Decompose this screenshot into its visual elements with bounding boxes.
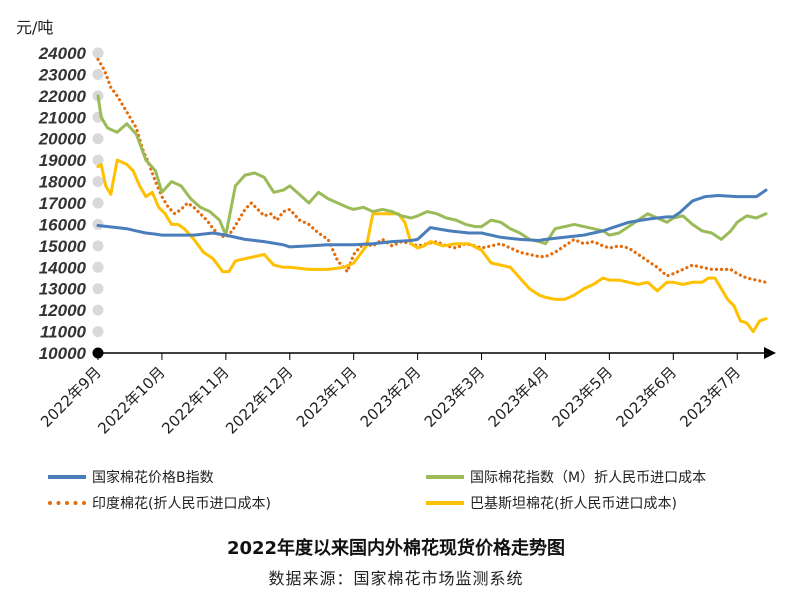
y-tick-dot (92, 133, 104, 145)
chart-legend: 国家棉花价格B指数 国际棉花指数（M）折人民币进口成本 印度棉花(折人民币进口成… (48, 466, 778, 522)
legend-swatch-india (48, 501, 86, 505)
legend-label-b-index: 国家棉花价格B指数 (92, 470, 214, 486)
y-tick-label: 10000 (39, 344, 87, 363)
y-tick-dot (92, 326, 104, 338)
y-tick-label: 12000 (39, 301, 87, 320)
y-tick-label: 17000 (39, 194, 87, 213)
legend-item-india: 印度棉花(折人民币进口成本) (48, 492, 271, 514)
y-axis-unit: 元/吨 (16, 18, 54, 37)
x-tick-label: 2023年5月 (549, 363, 617, 431)
y-tick-dot (92, 68, 104, 80)
series-line-1 (96, 94, 768, 246)
y-tick-label: 13000 (39, 280, 87, 299)
series-line-2 (96, 57, 768, 284)
legend-swatch-m-index (426, 475, 464, 479)
y-tick-dot (92, 240, 104, 252)
series-line-0 (96, 188, 768, 249)
y-axis-tick-dots (92, 47, 104, 359)
y-tick-label: 19000 (39, 151, 87, 170)
x-tick-label: 2023年2月 (357, 363, 425, 431)
y-tick-dot (92, 176, 104, 188)
y-tick-label: 11000 (40, 323, 87, 342)
series-line-3 (96, 158, 768, 334)
x-tick-label: 2023年6月 (612, 363, 680, 431)
legend-label-pakistan: 巴基斯坦棉花(折人民币进口成本) (470, 496, 677, 512)
x-tick-label: 2023年1月 (293, 363, 361, 431)
y-tick-label: 22000 (38, 87, 87, 106)
y-tick-label: 15000 (39, 237, 87, 256)
y-tick-dot (92, 197, 104, 209)
legend-label-india: 印度棉花(折人民币进口成本) (92, 496, 271, 512)
x-axis-tick-labels: 2022年9月2022年10月2022年11月2022年12月2023年1月20… (37, 363, 744, 437)
chart-axes (97, 347, 776, 360)
y-tick-label: 20000 (38, 130, 87, 149)
x-tick-label: 2022年12月 (222, 363, 296, 437)
y-tick-dot (92, 47, 104, 59)
x-tick-label: 2022年11月 (158, 363, 232, 437)
y-tick-label: 16000 (39, 215, 87, 234)
y-tick-dot (92, 261, 104, 273)
x-tick-label: 2022年10月 (94, 363, 168, 437)
chart-title: 2022年度以来国内外棉花现货价格走势图 (226, 538, 566, 559)
y-axis-tick-labels: 10000 11000 12000 13000 14000 15000 16000 17000… (38, 44, 87, 363)
legend-swatch-b-index (48, 475, 86, 479)
legend-item-pakistan: 巴基斯坦棉花(折人民币进口成本) (426, 492, 677, 514)
y-tick-dot (92, 283, 104, 295)
chart-source: 数据来源：国家棉花市场监测系统 (268, 569, 524, 588)
legend-item-m-index: 国际棉花指数（M）折人民币进口成本 (426, 466, 706, 488)
y-tick-label: 23000 (38, 65, 87, 84)
y-tick-label: 14000 (39, 258, 87, 277)
x-tick-label: 2023年7月 (676, 363, 744, 431)
y-tick-label: 21000 (38, 108, 87, 127)
legend-label-m-index: 国际棉花指数（M）折人民币进口成本 (470, 470, 707, 486)
x-axis-arrow (764, 347, 776, 359)
price-line-chart: 10000 11000 12000 13000 14000 15000 16000 17000… (37, 44, 776, 438)
x-tick-label: 2023年3月 (421, 363, 489, 431)
y-tick-label: 24000 (38, 44, 87, 63)
x-tick-label: 2022年9月 (37, 363, 105, 431)
series-lines (96, 57, 768, 334)
x-tick-label: 2023年4月 (485, 363, 553, 431)
y-tick-dot (92, 304, 104, 316)
legend-item-b-index: 国家棉花价格B指数 (48, 466, 214, 488)
legend-swatch-pakistan (426, 501, 464, 505)
y-tick-label: 18000 (39, 173, 87, 192)
y-tick-dot (92, 154, 104, 166)
